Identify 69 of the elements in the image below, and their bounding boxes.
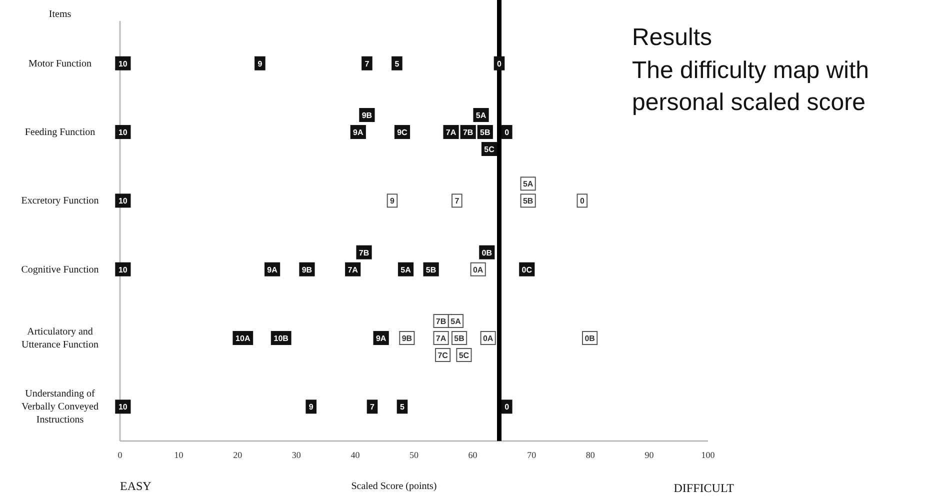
x-tick-label: 40 bbox=[350, 450, 360, 460]
series-label: 0A bbox=[472, 265, 484, 274]
y-tick-label: Cognitive Function bbox=[21, 264, 99, 276]
text: 7 bbox=[370, 402, 374, 412]
text: 9A bbox=[376, 334, 386, 343]
text: 5A bbox=[400, 265, 411, 274]
text: 10 bbox=[118, 196, 128, 206]
x-tick-label: 0 bbox=[118, 450, 123, 460]
series-label: 7 bbox=[364, 59, 370, 68]
text: 0 bbox=[580, 196, 584, 206]
x-tick-label: 100 bbox=[701, 450, 716, 460]
text: 10 bbox=[118, 402, 128, 412]
text: 10 bbox=[118, 128, 128, 137]
series-label: 9B bbox=[362, 111, 372, 120]
x-tick-label: 30 bbox=[292, 450, 302, 460]
text: 0B bbox=[584, 334, 595, 343]
series-label: 0C bbox=[522, 265, 532, 274]
y-tick-label: Motor Function bbox=[28, 58, 92, 70]
text: 7B bbox=[436, 317, 446, 326]
text: 9 bbox=[308, 402, 314, 412]
series-label: 9A bbox=[353, 128, 364, 137]
text: The difficulty map with personal scaled score bbox=[632, 57, 869, 116]
text: 9B bbox=[402, 334, 412, 343]
series-label: 5A bbox=[476, 111, 486, 120]
x-axis-title: Scaled Score (points) bbox=[351, 481, 437, 492]
text: Results bbox=[632, 24, 712, 51]
text: 9A bbox=[267, 265, 278, 274]
x-tick-label: 10 bbox=[174, 450, 184, 460]
text: 5 bbox=[400, 402, 404, 412]
y-tick-label: Articulatory and Utterance Function bbox=[22, 326, 98, 350]
series-label: 0 bbox=[497, 59, 502, 68]
series-label: 9 bbox=[258, 59, 263, 68]
text: DIFFICULT bbox=[674, 481, 735, 495]
text: 5A bbox=[450, 317, 461, 326]
x-tick-label: 70 bbox=[527, 450, 537, 460]
text: 9B bbox=[302, 265, 312, 274]
text: 7B bbox=[358, 248, 370, 258]
x-tick-label: 90 bbox=[644, 450, 654, 460]
text: 9 bbox=[390, 196, 394, 206]
text: 7A bbox=[348, 265, 358, 274]
series-label: 10 bbox=[118, 59, 128, 68]
text: 0 bbox=[504, 128, 510, 137]
y-tick-label: Excretory Function bbox=[21, 196, 99, 207]
text: EASY bbox=[120, 479, 152, 493]
y-tick-label: Understanding of Verbally Conveyed Instructions bbox=[22, 388, 98, 426]
x-tick-label: 60 bbox=[468, 450, 478, 460]
series-label: 5B bbox=[480, 128, 490, 137]
x-tick-label: 80 bbox=[586, 450, 596, 460]
text: 0A bbox=[482, 334, 494, 343]
text: 5B bbox=[454, 334, 464, 343]
series-label: 9C bbox=[397, 128, 408, 137]
series-label: 7A bbox=[446, 128, 456, 137]
series-label: 7C bbox=[438, 351, 448, 360]
x-tick-label: 50 bbox=[410, 450, 419, 460]
text: 0 bbox=[504, 402, 510, 412]
series-label: 0B bbox=[482, 248, 492, 258]
y-axis-title: Items bbox=[48, 9, 72, 20]
text: 5C bbox=[458, 351, 470, 360]
text: 5B bbox=[522, 196, 534, 206]
text: 10 bbox=[118, 265, 128, 274]
text: 5A bbox=[522, 180, 534, 189]
text: 5B bbox=[426, 265, 436, 274]
x-tick-label: 20 bbox=[233, 450, 243, 460]
text: 7 bbox=[454, 196, 460, 206]
series-label: 7B bbox=[462, 128, 474, 137]
text: 7A bbox=[436, 334, 446, 343]
series-label: 5 bbox=[394, 59, 400, 68]
series-label: 5C bbox=[484, 145, 495, 154]
y-tick-label: Feeding Function bbox=[24, 127, 96, 138]
